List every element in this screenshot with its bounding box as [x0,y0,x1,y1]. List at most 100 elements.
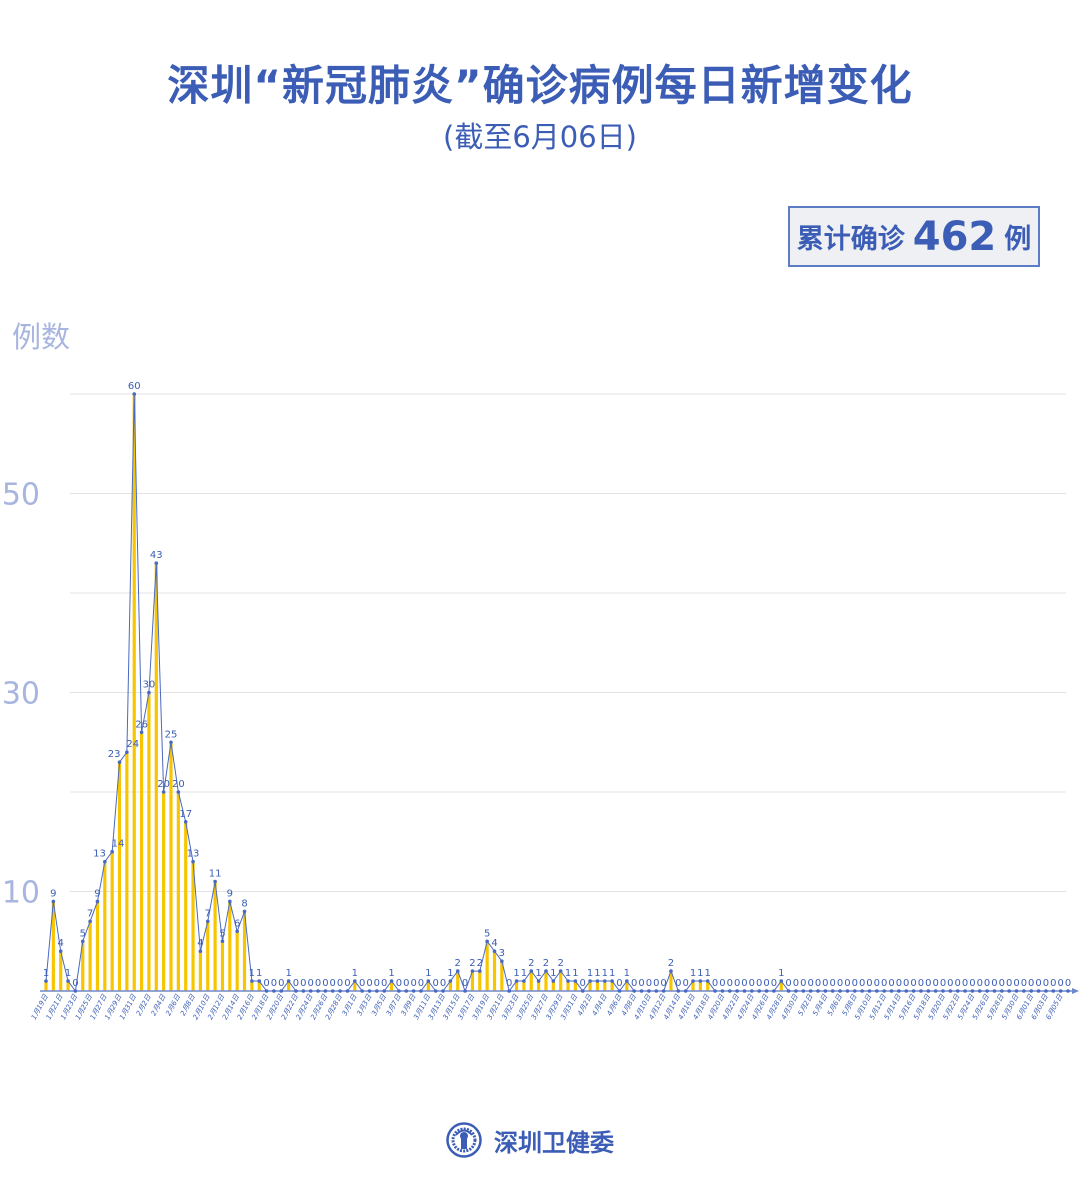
data-point [875,989,879,993]
data-point [485,939,489,944]
data-label: 0 [1057,978,1063,989]
data-point [742,989,747,993]
data-point [1036,989,1041,993]
data-point [676,989,681,993]
data-label: 0 [727,978,733,989]
bar [228,901,232,991]
data-label: 13 [93,849,106,860]
data-label: 0 [830,978,836,989]
data-label: 0 [940,978,946,989]
data-label: 1 [565,968,571,979]
data-label: 0 [925,978,931,989]
bar [51,901,55,991]
data-label: 0 [410,978,416,989]
bar [522,981,526,991]
data-point [360,989,364,993]
bar [625,981,629,991]
data-point [272,989,276,993]
data-label: 0 [418,978,424,989]
bar [500,961,504,991]
bar [66,981,70,991]
data-point [617,989,622,993]
data-label: 0 [631,978,637,989]
bar [573,981,577,991]
bar [353,981,357,991]
bar [485,941,489,991]
data-label: 26 [135,719,148,730]
data-label: 1 [572,968,578,979]
data-point [433,989,438,993]
data-point [88,919,92,924]
data-label: 0 [1006,978,1012,989]
data-label: 1 [388,968,394,979]
total-value: 462 [912,213,997,260]
data-label: 0 [962,978,968,989]
data-point [551,979,556,983]
data-point [463,989,467,993]
data-label: 0 [800,978,806,989]
data-label: 1 [690,968,696,979]
data-point [382,989,387,993]
data-point [985,989,989,993]
page-title: 深圳“新冠肺炎”确诊病例每日新增变化 [167,61,913,110]
data-label: 0 [763,978,769,989]
data-point [860,989,864,993]
data-point [632,989,637,993]
data-label: 0 [837,978,843,989]
data-label: 6 [234,918,240,929]
bar [139,732,144,991]
total-unit: 例 [1004,224,1032,255]
data-point [720,989,725,993]
data-label: 0 [308,978,314,989]
bar [603,981,607,991]
data-label: 0 [278,978,284,989]
data-label: 7 [87,908,93,919]
data-point [1051,989,1056,993]
y-tick-label: 30 [2,677,40,712]
data-label: 0 [918,978,924,989]
data-label: 5 [219,928,225,939]
data-label: 1 [624,968,630,979]
bar [154,563,158,991]
bar [514,981,519,991]
data-point [125,750,129,754]
bar [176,792,180,991]
data-label: 0 [844,978,850,989]
data-label: 0 [771,978,777,989]
data-label: 0 [984,978,990,989]
data-label: 0 [910,978,916,989]
data-label: 2 [668,958,674,969]
data-point [661,989,666,993]
data-label: 5 [80,928,86,939]
data-label: 0 [1028,978,1034,989]
data-label: 0 [330,978,336,989]
data-point [514,979,519,983]
bar [470,971,475,991]
data-label: 0 [1065,978,1071,989]
data-point [73,989,78,993]
data-point [816,989,820,993]
data-label: 0 [888,978,894,989]
data-point [161,790,166,794]
data-label: 0 [72,978,78,989]
data-label: 0 [660,978,666,989]
data-label: 0 [462,978,468,989]
data-label: 0 [381,978,387,989]
bar [389,981,394,991]
data-point [882,989,886,993]
data-label: 0 [506,978,512,989]
data-point [301,989,306,993]
data-point [654,989,659,993]
data-point [441,989,445,993]
bar [206,921,210,991]
bar [213,881,217,991]
data-label: 0 [359,978,365,989]
data-point [198,949,203,953]
data-point [639,989,644,993]
data-point [1000,989,1004,993]
data-label: 0 [881,978,887,989]
bar [257,981,261,991]
data-label: 0 [822,978,828,989]
data-point [970,989,975,993]
daily-cases-chart: 1030501941057913142324602630432025201713… [2,381,1079,1021]
